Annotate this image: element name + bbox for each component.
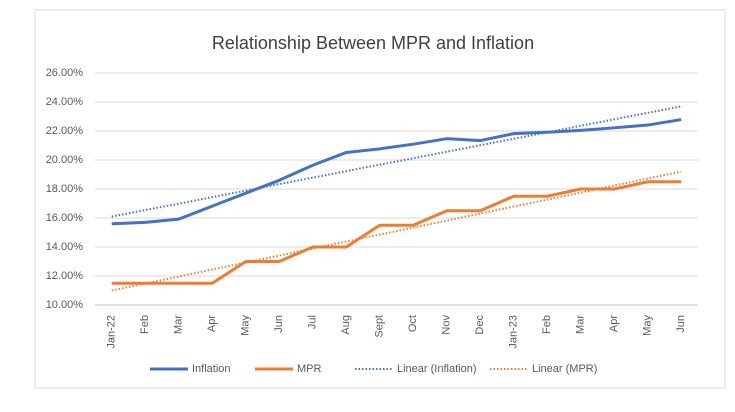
trend-line bbox=[111, 170, 682, 292]
y-tick-label: 20.00% bbox=[46, 154, 84, 166]
y-tick-label: 12.00% bbox=[46, 270, 84, 282]
x-tick-label: May bbox=[642, 315, 654, 336]
x-tick-label: Apr bbox=[608, 315, 620, 332]
x-tick-label: Mar bbox=[575, 315, 587, 334]
legend-label: Inflation bbox=[192, 363, 231, 375]
chart-title: Relationship Between MPR and Inflation bbox=[212, 33, 534, 53]
x-tick-label: Dec bbox=[474, 315, 486, 335]
legend-label: MPR bbox=[297, 363, 322, 375]
x-tick-label: Oct bbox=[407, 315, 419, 332]
y-tick-label: 14.00% bbox=[46, 241, 84, 253]
y-tick-label: 16.00% bbox=[46, 212, 84, 224]
x-tick-label: Sept bbox=[374, 315, 386, 338]
y-tick-label: 22.00% bbox=[46, 125, 84, 137]
x-tick-label: May bbox=[240, 315, 252, 336]
y-tick-label: 24.00% bbox=[46, 96, 84, 108]
x-tick-label: Jun bbox=[675, 315, 687, 333]
trend-line bbox=[111, 105, 682, 218]
x-tick-label: Feb bbox=[541, 315, 553, 334]
x-tick-label: Jul bbox=[307, 315, 319, 329]
x-tick-label: Jan-23 bbox=[508, 315, 520, 349]
x-tick-label: Jun bbox=[273, 315, 285, 333]
y-tick-label: 10.00% bbox=[46, 299, 84, 311]
x-tick-label: Aug bbox=[340, 315, 352, 335]
legend-label: Linear (Inflation) bbox=[397, 363, 477, 375]
x-tick-label: Mar bbox=[173, 315, 185, 334]
x-tick-label: Nov bbox=[441, 315, 453, 335]
legend-label: Linear (MPR) bbox=[532, 363, 597, 375]
series-line bbox=[111, 118, 682, 226]
x-tick-label: Apr bbox=[206, 315, 218, 332]
x-tick-label: Jan-22 bbox=[106, 315, 118, 349]
y-tick-label: 26.00% bbox=[46, 67, 84, 79]
y-tick-label: 18.00% bbox=[46, 183, 84, 195]
x-tick-label: Feb bbox=[139, 315, 151, 334]
series-line bbox=[111, 180, 682, 285]
